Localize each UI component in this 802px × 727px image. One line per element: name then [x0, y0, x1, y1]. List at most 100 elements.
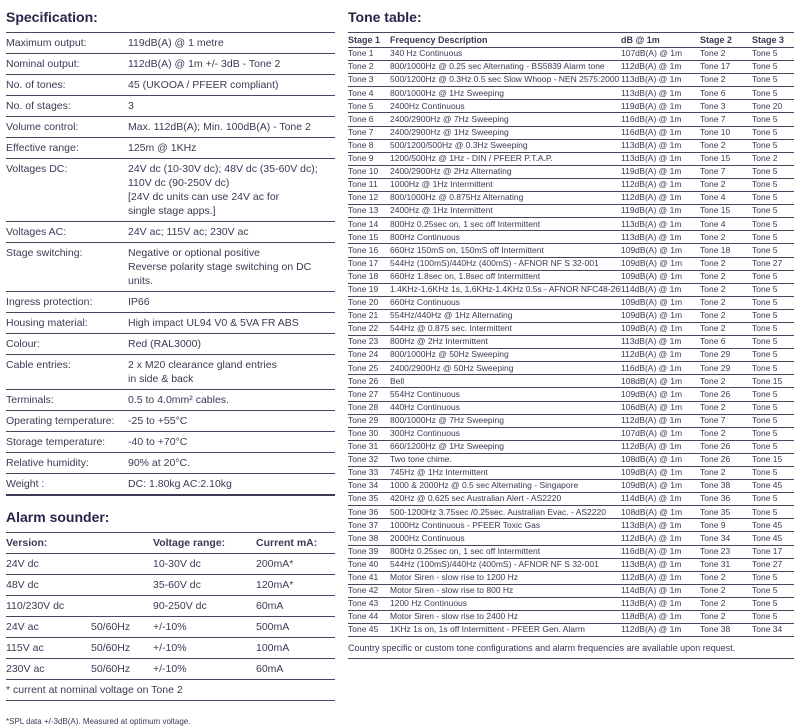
tone-cell-stage1: Tone 26: [348, 376, 379, 386]
tone-cell-stage2: Tone 2: [700, 140, 726, 150]
tone-cell-description: 800Hz Continuous: [390, 232, 460, 242]
tone-cell-stage1: Tone 22: [348, 324, 379, 334]
tone-row: Tone 11 1000Hz @ 1Hz Intermittent 112dB(A)…: [348, 179, 794, 193]
tone-cell-description: 660Hz 150mS on, 150mS off Intermittent: [390, 245, 544, 255]
spec-label: Nominal output:: [6, 58, 80, 70]
tone-cell-stage2: Tone 4: [700, 193, 726, 203]
tone-row: Tone 20 660Hz Continuous 109dB(A) @ 1m Tone…: [348, 297, 794, 310]
tone-cell-stage3: Tone 5: [752, 140, 778, 150]
tone-cell-stage1: Tone 16: [348, 245, 379, 255]
tone-row: Tone 10 2400/2900Hz @ 2Hz Alternating 119d…: [348, 166, 794, 179]
tone-row: Tone 33 745Hz @ 1Hz Intermittent 109dB(A) …: [348, 467, 794, 481]
tone-cell-description: 544Hz (100mS)/440Hz (400mS) - AFNOR NF S…: [390, 258, 599, 268]
tone-cell-db: 113dB(A) @ 1m: [621, 520, 682, 530]
tone-cell-stage3: Tone 5: [752, 75, 778, 85]
spec-value-line: 125m @ 1KHz: [128, 142, 197, 154]
tone-cell-db: 119dB(A) @ 1m: [621, 206, 682, 216]
tone-cell-stage2: Tone 38: [700, 481, 731, 491]
spec-value: 112dB(A) @ 1m +/- 3dB - Tone 2: [128, 57, 335, 71]
spec-row: Colour: Red (RAL3000): [6, 334, 335, 355]
tone-row: Tone 3 500/1200Hz @ 0.3Hz 0.5 sec Slow Wh…: [348, 74, 794, 88]
tone-cell-db: 116dB(A) @ 1m: [621, 114, 682, 124]
tone-cell-db: 109dB(A) @ 1m: [621, 311, 683, 321]
tone-cell-description: 1000 & 2000Hz @ 0.5 sec Alternating - Si…: [390, 481, 579, 491]
tone-row: Tone 40 544Hz (100mS)/440Hz (400mS) - AFN…: [348, 559, 794, 572]
tone-cell-stage1: Tone 33: [348, 468, 379, 478]
tone-cell-stage2: Tone 23: [700, 546, 731, 556]
spec-row: Relative humidity: 90% at 20°C.: [6, 453, 335, 474]
tone-cell-db: 113dB(A) @ 1m: [621, 75, 682, 85]
spec-value: 125m @ 1KHz: [128, 141, 335, 155]
tone-cell-description: 1200 Hz Continuous: [390, 599, 468, 609]
tone-cell-stage2: Tone 29: [700, 350, 731, 360]
tone-cell-stage3: Tone 5: [752, 324, 778, 334]
tone-cell-stage3: Tone 5: [752, 114, 778, 124]
spec-row: Nominal output: 112dB(A) @ 1m +/- 3dB - T…: [6, 54, 335, 75]
tone-cell-stage2: Tone 31: [700, 559, 731, 569]
tone-row: Tone 34 1000 & 2000Hz @ 0.5 sec Alternati…: [348, 480, 794, 494]
tone-cell-stage1: Tone 34: [348, 481, 379, 491]
tone-cell-stage3: Tone 5: [752, 180, 778, 190]
spec-value-line: High impact UL94 V0 & 5VA FR ABS: [128, 317, 299, 329]
tone-row: Tone 4 800/1000Hz @ 1Hz Sweeping 113dB(A) …: [348, 87, 794, 101]
tone-cell-stage3: Tone 5: [752, 415, 778, 425]
tone-cell-stage2: Tone 2: [700, 402, 726, 412]
tone-cell-db: 114dB(A) @ 1m: [621, 494, 682, 504]
tone-cell-stage2: Tone 2: [700, 612, 726, 622]
tone-cell-stage2: Tone 2: [700, 298, 726, 308]
tone-cell-db: 112dB(A) @ 1m: [621, 533, 682, 543]
tone-cell-stage1: Tone 15: [348, 232, 379, 242]
tone-cell-stage3: Tone 5: [752, 284, 778, 294]
spec-value-line: -25 to +55°C: [128, 415, 188, 427]
tone-header-cell: Stage 1: [348, 35, 381, 45]
spec-label: Relative humidity:: [6, 457, 89, 469]
tone-cell-stage1: Tone 44: [348, 612, 379, 622]
tone-cell-db: 109dB(A) @ 1m: [621, 481, 683, 491]
tone-cell-db: 112dB(A) @ 1m: [621, 193, 682, 203]
tone-cell-stage1: Tone 8: [348, 140, 374, 150]
tone-table: Stage 1 Frequency Description dB @ 1m Stage…: [348, 32, 794, 638]
tone-cell-db: 106dB(A) @ 1m: [621, 402, 683, 412]
spec-row: Maximum output: 119dB(A) @ 1 metre: [6, 33, 335, 54]
spec-value: 45 (UKOOA / PFEER compliant): [128, 78, 335, 92]
spec-value-line: Red (RAL3000): [128, 338, 201, 350]
spec-value-line: 112dB(A) @ 1m +/- 3dB - Tone 2: [128, 58, 281, 70]
tone-cell-description: 2400/2900Hz @ 7Hz Sweeping: [390, 114, 509, 124]
tone-cell-db: 113dB(A) @ 1m: [621, 154, 682, 164]
tone-cell-stage3: Tone 5: [752, 62, 778, 72]
tone-cell-stage1: Tone 25: [348, 363, 379, 373]
spec-value: -40 to +70°C: [128, 435, 335, 449]
tone-cell-stage1: Tone 7: [348, 127, 374, 137]
tone-cell-db: 113dB(A) @ 1m: [621, 88, 682, 98]
tone-cell-stage3: Tone 45: [752, 533, 783, 543]
alarm-cell-current: 120mA*: [256, 579, 294, 591]
tone-cell-stage3: Tone 5: [752, 245, 778, 255]
tone-cell-stage3: Tone 5: [752, 468, 778, 478]
tone-cell-stage2: Tone 10: [700, 127, 731, 137]
tone-cell-db: 109dB(A) @ 1m: [621, 389, 683, 399]
tone-header-cell: Frequency Description: [390, 35, 488, 45]
tone-cell-stage2: Tone 17: [700, 62, 731, 72]
tone-cell-stage1: Tone 43: [348, 599, 379, 609]
tone-cell-stage3: Tone 5: [752, 612, 778, 622]
alarm-cell-current: 500mA: [256, 621, 290, 633]
spec-value-line: Negative or optional positive: [128, 247, 260, 259]
tone-cell-stage3: Tone 20: [752, 101, 783, 111]
tone-cell-stage2: Tone 26: [700, 389, 731, 399]
alarm-row: 110/230V dc 90-250V dc 60mA: [6, 596, 335, 617]
alarm-row: 230V ac 50/60Hz +/-10% 60mA: [6, 659, 335, 680]
tone-row: Tone 18 660Hz 1.8sec on, 1.8sec off Inter…: [348, 271, 794, 284]
tone-cell-db: 112dB(A) @ 1m: [621, 442, 682, 452]
tone-cell-stage3: Tone 15: [752, 376, 783, 386]
alarm-cell-version: 24V dc: [6, 558, 39, 570]
alarm-cell-version: 48V dc: [6, 579, 39, 591]
right-column: Tone table: Stage 1 Frequency Description…: [348, 8, 794, 710]
tone-cell-stage1: Tone 41: [348, 573, 379, 583]
alarm-cell-version: 230V ac: [6, 663, 45, 675]
tone-cell-stage1: Tone 28: [348, 402, 379, 412]
spec-row: Voltages AC: 24V ac; 115V ac; 230V ac: [6, 222, 335, 243]
tone-cell-db: 109dB(A) @ 1m: [621, 324, 683, 334]
alarm-cell-frequency: [91, 578, 153, 592]
tone-cell-stage3: Tone 27: [752, 559, 783, 569]
tone-row: Tone 44 Motor Siren - slow rise to 2400 H…: [348, 611, 794, 625]
